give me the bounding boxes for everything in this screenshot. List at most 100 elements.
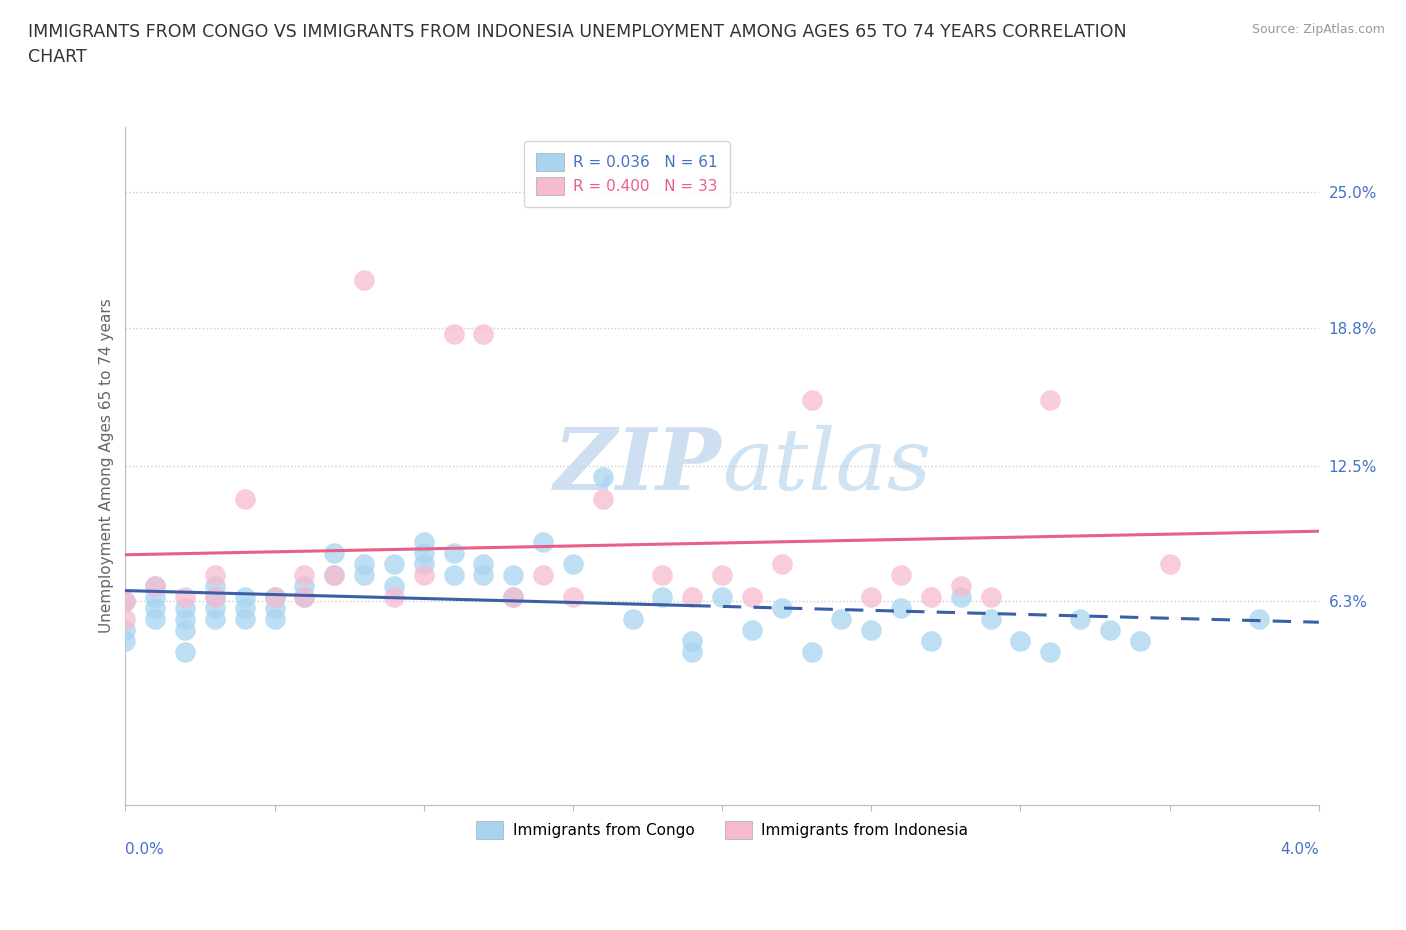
Point	[890, 601, 912, 616]
Point	[681, 633, 703, 648]
Point	[353, 567, 375, 582]
Point	[143, 601, 166, 616]
Point	[263, 611, 285, 626]
Point	[831, 611, 853, 626]
Point	[204, 567, 226, 582]
Point	[741, 622, 763, 637]
Point	[263, 601, 285, 616]
Point	[711, 590, 734, 604]
Point	[890, 567, 912, 582]
Point	[770, 601, 793, 616]
Point	[114, 611, 136, 626]
Point	[233, 590, 256, 604]
Point	[800, 644, 823, 659]
Point	[174, 601, 197, 616]
Text: ZIP: ZIP	[554, 424, 723, 508]
Point	[1129, 633, 1152, 648]
Point	[472, 557, 495, 572]
Point	[204, 578, 226, 593]
Point	[621, 611, 644, 626]
Point	[920, 590, 942, 604]
Point	[800, 392, 823, 407]
Point	[1039, 644, 1062, 659]
Point	[233, 601, 256, 616]
Point	[711, 567, 734, 582]
Point	[143, 590, 166, 604]
Text: IMMIGRANTS FROM CONGO VS IMMIGRANTS FROM INDONESIA UNEMPLOYMENT AMONG AGES 65 TO: IMMIGRANTS FROM CONGO VS IMMIGRANTS FROM…	[28, 23, 1126, 66]
Point	[741, 590, 763, 604]
Point	[114, 594, 136, 609]
Point	[233, 491, 256, 506]
Point	[353, 557, 375, 572]
Point	[1069, 611, 1091, 626]
Point	[174, 611, 197, 626]
Point	[263, 590, 285, 604]
Point	[412, 567, 434, 582]
Point	[980, 611, 1002, 626]
Point	[472, 567, 495, 582]
Point	[920, 633, 942, 648]
Point	[1098, 622, 1121, 637]
Point	[294, 567, 316, 582]
Text: 0.0%: 0.0%	[125, 843, 165, 857]
Point	[1159, 557, 1181, 572]
Point	[174, 622, 197, 637]
Point	[204, 611, 226, 626]
Point	[294, 578, 316, 593]
Point	[204, 590, 226, 604]
Point	[412, 546, 434, 561]
Point	[204, 601, 226, 616]
Point	[681, 590, 703, 604]
Point	[980, 590, 1002, 604]
Point	[143, 578, 166, 593]
Text: Source: ZipAtlas.com: Source: ZipAtlas.com	[1251, 23, 1385, 36]
Point	[562, 590, 585, 604]
Point	[651, 590, 673, 604]
Point	[949, 590, 972, 604]
Point	[1039, 392, 1062, 407]
Point	[323, 546, 346, 561]
Point	[114, 633, 136, 648]
Point	[174, 644, 197, 659]
Point	[323, 567, 346, 582]
Point	[143, 578, 166, 593]
Point	[233, 611, 256, 626]
Point	[592, 470, 614, 485]
Point	[562, 557, 585, 572]
Text: 4.0%: 4.0%	[1279, 843, 1319, 857]
Point	[472, 327, 495, 342]
Point	[592, 491, 614, 506]
Point	[502, 567, 524, 582]
Point	[949, 578, 972, 593]
Point	[1249, 611, 1271, 626]
Point	[860, 590, 883, 604]
Point	[531, 567, 554, 582]
Point	[382, 590, 405, 604]
Point	[174, 590, 197, 604]
Point	[443, 546, 465, 561]
Point	[382, 557, 405, 572]
Point	[382, 578, 405, 593]
Point	[1010, 633, 1032, 648]
Point	[323, 567, 346, 582]
Text: atlas: atlas	[723, 424, 931, 507]
Point	[143, 611, 166, 626]
Point	[412, 535, 434, 550]
Point	[770, 557, 793, 572]
Point	[681, 644, 703, 659]
Point	[502, 590, 524, 604]
Point	[294, 590, 316, 604]
Point	[502, 590, 524, 604]
Point	[860, 622, 883, 637]
Point	[412, 557, 434, 572]
Point	[443, 567, 465, 582]
Point	[294, 590, 316, 604]
Point	[353, 272, 375, 287]
Point	[531, 535, 554, 550]
Point	[114, 594, 136, 609]
Point	[204, 590, 226, 604]
Legend: Immigrants from Congo, Immigrants from Indonesia: Immigrants from Congo, Immigrants from I…	[470, 815, 974, 844]
Y-axis label: Unemployment Among Ages 65 to 74 years: Unemployment Among Ages 65 to 74 years	[100, 299, 114, 633]
Point	[114, 622, 136, 637]
Point	[443, 327, 465, 342]
